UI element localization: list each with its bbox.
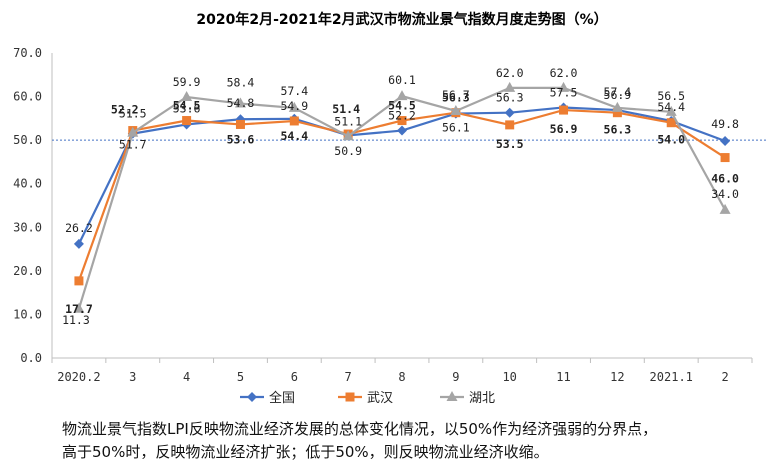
legend-marker-triangle [446, 391, 458, 401]
data-label: 57.4 [604, 85, 632, 99]
data-point-wuhan [289, 116, 299, 126]
x-tick-label: 5 [237, 370, 244, 384]
data-label: 51.1 [334, 114, 362, 128]
legend-marker-diamond [247, 392, 257, 402]
legend-label: 武汉 [367, 391, 393, 406]
legend-marker-square [345, 392, 355, 402]
y-tick-label: 40.0 [13, 177, 42, 191]
x-tick-label: 7 [345, 370, 352, 384]
data-point-hubei [234, 97, 246, 108]
data-label: 57.4 [280, 84, 308, 98]
data-label: 54.9 [280, 99, 308, 113]
data-label: 11.3 [62, 313, 90, 327]
data-label: 51.4 [332, 102, 360, 116]
data-point-wuhan [235, 119, 245, 129]
data-point-wuhan [74, 276, 84, 286]
x-tick-label: 11 [556, 370, 570, 384]
data-point-hubei [611, 101, 623, 112]
data-label: 51.5 [119, 107, 147, 121]
y-tick-label: 10.0 [13, 307, 42, 321]
data-label: 54.5 [388, 99, 416, 113]
data-label: 53.5 [496, 137, 524, 151]
data-label: 58.4 [227, 76, 255, 90]
data-label: 56.3 [442, 91, 470, 105]
data-label: 56.9 [550, 122, 578, 136]
x-tick-label: 2021.1 [650, 370, 693, 384]
data-label: 62.0 [496, 66, 524, 80]
data-point-wuhan [720, 153, 730, 163]
data-label: 17.7 [65, 302, 93, 316]
x-tick-label: 2 [721, 370, 728, 384]
x-tick-label: 9 [452, 370, 459, 384]
data-point-hubei [719, 203, 731, 214]
chart-title: 2020年2月-2021年2月武汉市物流业景气指数月度走势图（%） [196, 11, 607, 28]
data-point-hubei [73, 302, 85, 313]
line-chart: 2020年2月-2021年2月武汉市物流业景气指数月度走势图（%） 0.0 10.0… [13, 11, 766, 406]
data-label: 49.8 [711, 117, 739, 131]
data-point-hubei [288, 101, 300, 112]
note-line-1: 物流业景气指数LPI反映物流业经济发展的总体变化情况，以50%作为经济强弱的分界… [62, 420, 658, 438]
data-point-hubei [450, 104, 462, 115]
data-label: 54.8 [227, 96, 255, 110]
data-label: 56.3 [496, 91, 524, 105]
y-tick-label: 30.0 [13, 220, 42, 234]
data-label: 51.7 [119, 138, 147, 152]
data-label: 54.0 [657, 133, 685, 147]
data-label: 56.1 [442, 121, 470, 135]
data-point-hubei [342, 130, 354, 141]
data-label: 57.5 [550, 85, 578, 99]
data-label: 59.9 [173, 75, 201, 89]
x-tick-label: 3 [129, 370, 136, 384]
data-label: 62.0 [550, 66, 578, 80]
y-tick-label: 50.0 [13, 133, 42, 147]
x-tick-label: 12 [610, 370, 624, 384]
data-point-wuhan [612, 108, 622, 118]
data-label: 34.0 [711, 187, 739, 201]
data-label: 60.1 [388, 73, 416, 87]
data-point-wuhan [505, 120, 515, 130]
legend-label: 湖北 [469, 391, 495, 406]
data-point-hubei [396, 90, 408, 101]
data-label: 53.6 [227, 132, 255, 146]
data-point-wuhan [182, 116, 192, 126]
x-tick-label: 10 [502, 370, 516, 384]
data-label: 54.5 [173, 99, 201, 113]
data-label: 56.7 [442, 88, 470, 102]
y-tick-label: 0.0 [20, 351, 42, 365]
data-label: 53.6 [173, 101, 201, 115]
data-point-quanguo [504, 107, 515, 118]
data-label: 52.2 [111, 103, 139, 117]
data-label: 26.2 [65, 221, 93, 235]
data-point-hubei [558, 81, 570, 92]
data-label: 56.5 [657, 89, 685, 103]
x-tick-label: 2020.2 [57, 370, 100, 384]
data-point-quanguo [720, 136, 731, 147]
data-point-hubei [665, 105, 677, 116]
data-label: 52.2 [388, 109, 416, 123]
data-point-quanguo [397, 125, 407, 136]
data-point-wuhan [559, 105, 569, 115]
data-label: 56.9 [604, 88, 632, 102]
data-point-hubei [181, 91, 193, 102]
y-tick-label: 60.0 [13, 90, 42, 104]
data-point-quanguo [73, 238, 84, 249]
x-tick-label: 6 [291, 370, 298, 384]
data-point-hubei [504, 81, 516, 92]
note-line-2: 高于50%时，反映物流业经济扩张；低于50%，则反映物流业经济收缩。 [62, 443, 549, 461]
data-label: 54.4 [280, 129, 308, 143]
x-tick-label: 8 [398, 370, 405, 384]
data-point-wuhan [666, 118, 676, 128]
data-label: 50.9 [334, 144, 362, 158]
x-tick-label: 4 [183, 370, 190, 384]
data-label: 46.0 [711, 172, 739, 186]
data-label: 54.4 [657, 100, 685, 114]
data-point-hubei [127, 126, 139, 137]
y-tick-label: 20.0 [13, 264, 42, 278]
legend-label: 全国 [269, 390, 295, 406]
data-label: 56.3 [604, 123, 632, 137]
data-point-wuhan [397, 116, 407, 126]
y-tick-label: 70.0 [13, 46, 42, 60]
